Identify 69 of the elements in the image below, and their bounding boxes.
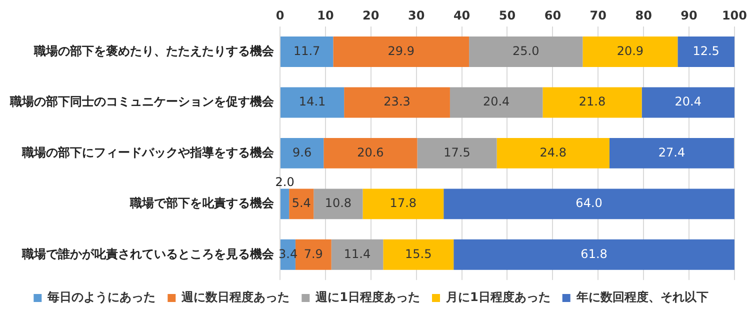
data-label: 24.8 [540, 145, 566, 160]
bar [496, 138, 610, 168]
data-label: 17.5 [444, 145, 470, 160]
bar [678, 36, 734, 67]
x-tick-label: 60 [544, 8, 562, 22]
y-tick-label: 職場で部下を叱責する機会 [129, 196, 275, 210]
data-label: 15.5 [405, 246, 432, 261]
data-label: 64.0 [576, 196, 602, 210]
data-label: 12.5 [692, 44, 720, 58]
legend-label: 週に数日程度あった [180, 290, 290, 304]
data-label: 17.8 [390, 196, 417, 210]
bar [469, 36, 583, 67]
bar [289, 188, 314, 220]
bar [280, 188, 290, 220]
data-label: 25.0 [512, 44, 540, 58]
data-label: 7.9 [304, 246, 323, 261]
x-tick-label: 100 [722, 8, 748, 22]
data-label: 21.8 [578, 94, 606, 109]
legend-label: 毎日のようにあった [46, 290, 156, 304]
bar [454, 239, 734, 270]
data-label: 9.6 [292, 145, 312, 160]
x-tick-label: 50 [498, 8, 516, 22]
bar [314, 188, 363, 220]
y-tick-label: 職場の部下同士のコミュニケーションを促す機会 [9, 94, 275, 109]
x-tick-label: 80 [635, 8, 652, 22]
data-label: 29.9 [388, 44, 414, 58]
legend-label: 週に1日程度あった [314, 290, 420, 304]
x-tick-label: 20 [362, 8, 380, 22]
bar [444, 188, 734, 220]
bar [450, 87, 543, 118]
bar [324, 138, 418, 168]
y-tick-label: 職場で誰かが叱責されているところを見る機会 [21, 246, 275, 261]
data-label: 14.1 [298, 94, 326, 109]
data-label: 61.8 [580, 246, 608, 261]
data-label: 20.4 [674, 94, 702, 109]
y-tick-label: 職場の部下にフィードバックや指導をする機会 [21, 145, 275, 160]
bar [280, 36, 334, 67]
bar [333, 36, 470, 67]
bar [280, 87, 344, 118]
data-label: 23.3 [384, 94, 410, 109]
bar [609, 138, 734, 168]
bar [331, 239, 384, 270]
bar [417, 138, 497, 168]
bar [582, 36, 678, 67]
bar [642, 87, 734, 118]
bar [295, 239, 332, 270]
x-tick-label: 0 [276, 8, 284, 22]
x-tick-label: 30 [408, 8, 425, 22]
bar [344, 87, 450, 118]
data-label: 2.0 [275, 174, 294, 189]
data-label: 27.4 [658, 145, 686, 160]
legend-label: 月に1日程度あった [445, 290, 550, 304]
data-label: 11.4 [344, 246, 371, 261]
data-label: 20.9 [616, 44, 644, 58]
bar [542, 87, 642, 118]
data-label: 10.8 [324, 196, 352, 210]
legend-label: 年に数回程度、それ以下 [575, 290, 708, 304]
y-tick-label: 職場の部下を褒めたり、たたえたりする機会 [33, 44, 275, 58]
bar [280, 138, 324, 168]
data-label: 11.7 [293, 44, 320, 58]
data-label: 20.4 [482, 94, 510, 109]
bar [362, 188, 444, 220]
data-label: 5.4 [292, 196, 311, 210]
bar [383, 239, 454, 270]
x-tick-label: 70 [590, 8, 606, 22]
x-tick-label: 40 [453, 8, 470, 22]
x-tick-label: 90 [680, 8, 698, 22]
data-label: 20.6 [357, 145, 384, 160]
x-tick-label: 10 [317, 8, 334, 22]
